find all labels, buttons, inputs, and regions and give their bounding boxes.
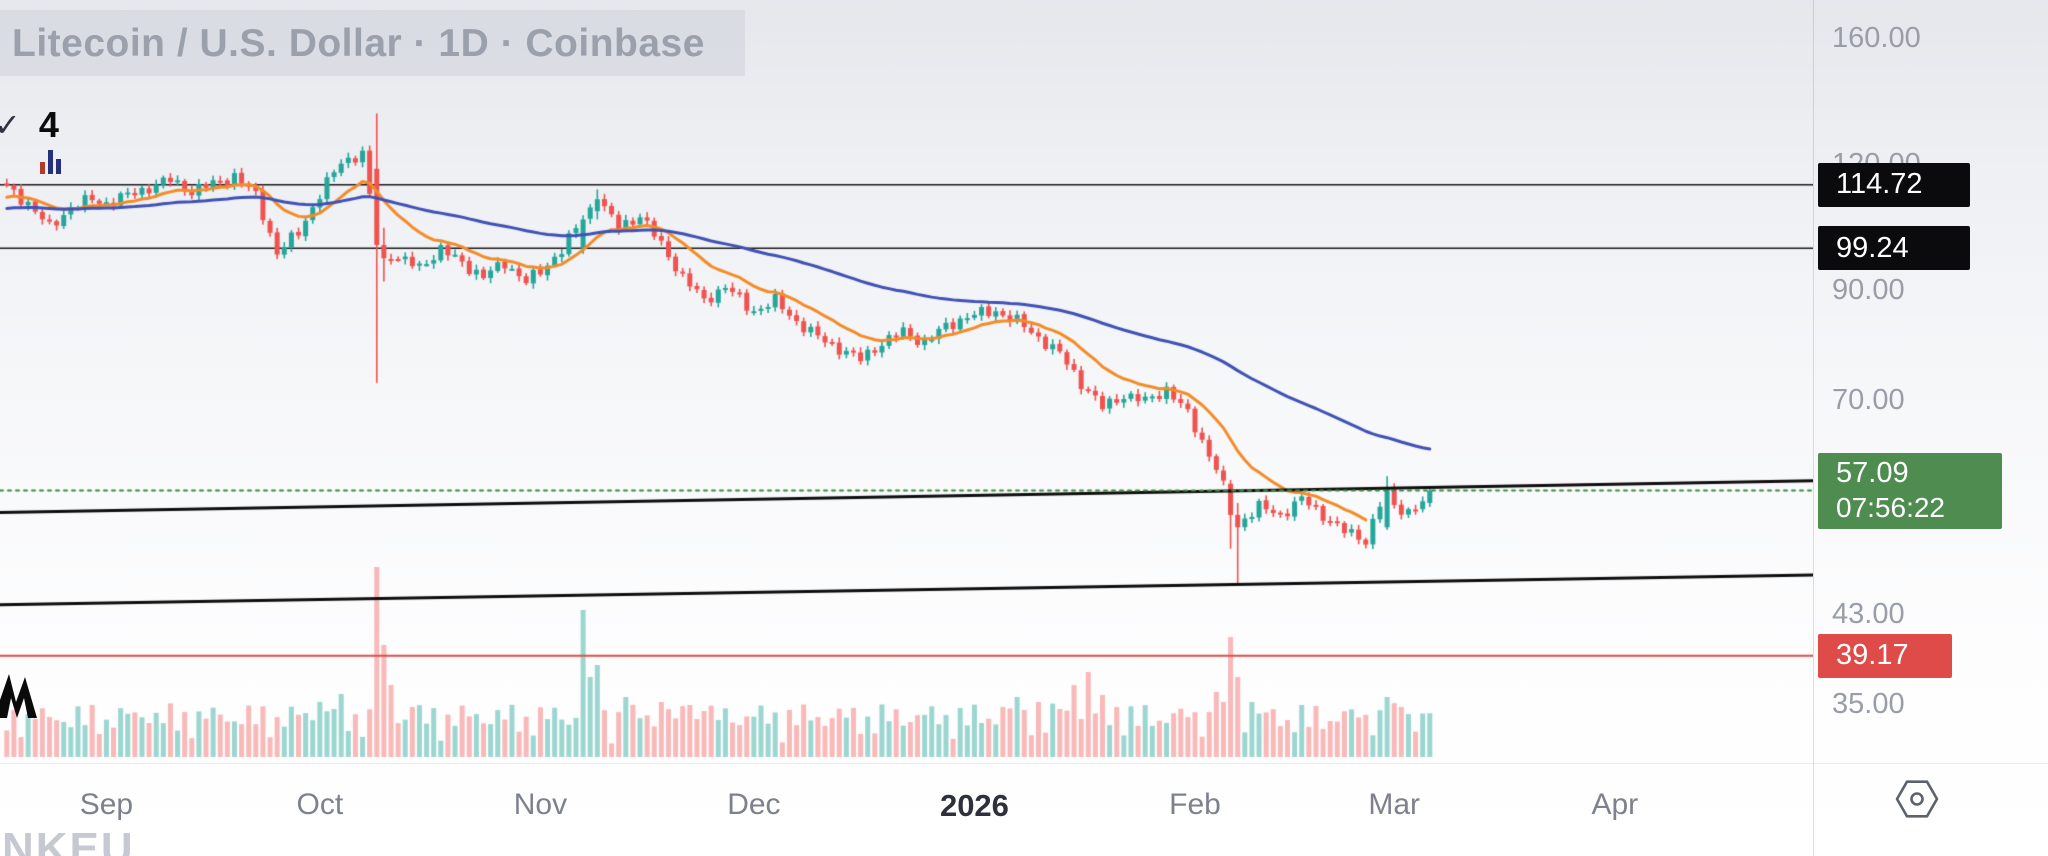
time-axis-separator xyxy=(0,763,2048,764)
time-axis-label: Apr xyxy=(1591,788,1639,821)
legend-drawing-label: ✓ 4 xyxy=(0,104,59,146)
time-axis-label: Mar xyxy=(1368,788,1421,821)
time-axis-label: 2026 xyxy=(939,788,1009,823)
legend-value: 4 xyxy=(38,104,59,145)
last-price-badge: 57.09 07:56:22 xyxy=(1818,452,2002,529)
time-axis-label: Sep xyxy=(79,788,134,821)
watermark-logo xyxy=(0,674,37,718)
price-axis-tick: 90.00 xyxy=(1832,274,1905,307)
last-price-value: 57.09 xyxy=(1836,457,1909,490)
price-axis-tick: 70.00 xyxy=(1832,384,1905,417)
symbol-title[interactable]: Litecoin / U.S. Dollar · 1D · Coinbase xyxy=(12,22,705,65)
check-icon: ✓ xyxy=(0,107,21,143)
price-axis-tick: 43.00 xyxy=(1832,597,1905,630)
time-axis-label: Oct xyxy=(296,788,344,821)
time-axis-label: Nov xyxy=(513,788,568,821)
time-axis-label: Feb xyxy=(1169,788,1221,821)
hexagon-eye-button[interactable] xyxy=(1894,776,1940,822)
mini-chart-icon[interactable] xyxy=(40,150,64,174)
price-axis-separator xyxy=(1813,0,1814,856)
candlestick-chart-canvas[interactable] xyxy=(0,0,1813,775)
price-badge-99: 99.24 xyxy=(1818,226,1970,271)
watermark-text: NKEU xyxy=(2,824,135,856)
time-axis-label: Dec xyxy=(727,788,781,821)
price-axis-tick: 160.00 xyxy=(1832,22,1921,54)
bar-countdown: 07:56:22 xyxy=(1836,492,1945,524)
price-badge-114: 114.72 xyxy=(1818,162,1970,207)
title-band xyxy=(0,10,745,76)
price-axis-tick: 35.00 xyxy=(1832,687,1905,720)
price-badge-39: 39.17 xyxy=(1818,633,1952,678)
time-axis[interactable]: Sep Oct Nov Dec 2026 Feb Mar Apr xyxy=(0,764,1813,856)
price-axis[interactable]: 114.72 99.24 57.09 07:56:22 39.17 xyxy=(1814,0,2048,763)
